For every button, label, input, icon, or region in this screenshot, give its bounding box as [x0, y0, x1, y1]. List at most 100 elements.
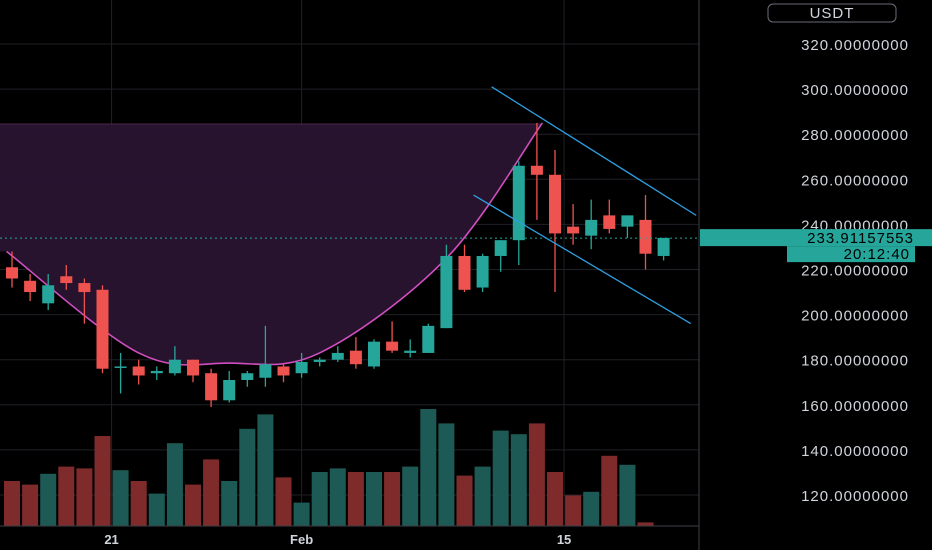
candle-body-23	[422, 325, 435, 353]
last-price-tag-bg	[700, 229, 932, 247]
volume-bar-6	[112, 470, 129, 526]
volume-bar-20	[366, 472, 382, 526]
volume-bar-4	[76, 468, 93, 526]
candle-3	[60, 264, 73, 290]
candle-body-11	[205, 373, 218, 401]
candle-body-32	[585, 219, 598, 236]
candle-body-19	[349, 350, 362, 365]
candle-body-10	[187, 359, 199, 376]
time-axis[interactable]: 21 Feb 15	[104, 532, 571, 547]
candle-body-26	[476, 255, 489, 288]
candle-31	[567, 204, 580, 245]
candle-26	[476, 253, 489, 293]
candle-body-30	[549, 174, 561, 234]
volume-bar-5	[94, 436, 111, 526]
candle-30	[549, 149, 561, 293]
candle-24	[440, 244, 453, 329]
channel-line-1	[473, 194, 692, 325]
volume-bar-25	[456, 475, 473, 526]
time-tick-label: 21	[104, 532, 118, 547]
candle-36	[657, 237, 670, 261]
price-tick-label: 200.00000000	[801, 308, 909, 325]
candle-18	[331, 346, 344, 362]
countdown-tag-bg	[787, 246, 915, 263]
volume-bar-2	[40, 473, 57, 526]
candle-body-1	[24, 280, 37, 293]
cup-pattern	[0, 122, 543, 366]
candle-25	[458, 244, 471, 293]
candle-10	[187, 359, 199, 383]
currency-label: USDT	[810, 5, 855, 22]
volume-bar-35	[637, 522, 654, 526]
candle-body-9	[168, 359, 181, 374]
candle-body-16	[295, 361, 308, 374]
candle-13	[241, 370, 254, 387]
volume-bar-19	[347, 472, 364, 526]
volume-bar-8	[148, 493, 165, 526]
candle-33	[603, 199, 616, 234]
candle-23	[422, 323, 435, 353]
candle-35	[639, 195, 652, 270]
volume-bar-7	[130, 481, 147, 526]
candles	[6, 122, 670, 408]
candle-body-0	[6, 267, 18, 279]
volume-bar-1	[22, 484, 39, 526]
volume-bar-31	[565, 495, 582, 526]
candle-body-27	[494, 240, 507, 256]
candle-15	[277, 364, 290, 383]
candle-body-34	[621, 215, 634, 227]
candle-4	[78, 278, 91, 324]
candle-21	[386, 321, 399, 353]
candle-body-2	[42, 285, 55, 304]
candle-body-33	[603, 215, 616, 229]
volume-bar-33	[601, 455, 618, 526]
candle-8	[150, 366, 163, 380]
volume-bar-21	[384, 472, 401, 526]
price-tick-label: 320.00000000	[801, 37, 909, 54]
volume-bar-9	[166, 443, 183, 526]
volume-bar-3	[58, 466, 75, 526]
currency-button[interactable]: USDT	[767, 3, 897, 23]
candle-body-13	[241, 373, 254, 380]
candle-20	[368, 339, 380, 369]
volume-bar-30	[547, 472, 563, 526]
countdown-value: 20:12:40	[844, 246, 910, 263]
volume-bar-22	[402, 466, 419, 526]
time-tick-label: 15	[557, 532, 571, 547]
candle-11	[205, 368, 218, 408]
candle-body-18	[331, 352, 344, 360]
volume-bar-15	[275, 477, 292, 526]
price-tick-label: 140.00000000	[801, 443, 909, 460]
volume-bar-23	[420, 409, 437, 526]
price-tick-label: 120.00000000	[801, 488, 909, 505]
volume-bar-14	[257, 414, 274, 526]
candle-9	[168, 346, 181, 376]
volume-bar-32	[583, 491, 600, 526]
volume-bar-18	[329, 468, 346, 526]
time-tick-label: Feb	[290, 532, 313, 547]
candle-body-12	[223, 379, 236, 401]
candle-body-24	[440, 255, 453, 329]
price-tick-label: 160.00000000	[801, 398, 909, 415]
candle-body-17	[313, 359, 326, 362]
price-tick-label: 180.00000000	[801, 353, 909, 370]
candle-2	[42, 274, 55, 311]
last-price-tag: 233.91157553	[700, 229, 932, 247]
price-tick-label: 300.00000000	[801, 82, 909, 99]
candle-27	[494, 240, 507, 272]
candle-body-28	[512, 165, 525, 241]
cup-pattern-fill	[0, 122, 543, 365]
candle-16	[295, 352, 308, 378]
price-tick-label: 260.00000000	[801, 172, 909, 189]
price-tick-label: 220.00000000	[801, 263, 909, 280]
candle-body-36	[657, 237, 670, 256]
volume-bar-16	[293, 502, 310, 526]
volume-bar-0	[4, 481, 20, 526]
candle-body-14	[259, 364, 272, 378]
candle-body-4	[78, 283, 91, 293]
candle-body-25	[458, 255, 471, 290]
volume-bar-24	[438, 423, 455, 526]
candle-body-6	[114, 366, 127, 368]
candle-32	[585, 199, 598, 250]
